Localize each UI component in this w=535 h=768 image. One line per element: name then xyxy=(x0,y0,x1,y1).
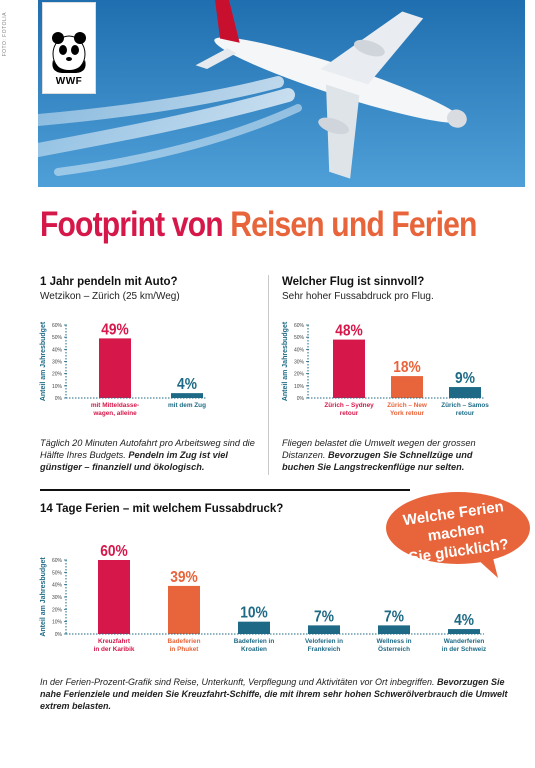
page-title: Footprint von Reisen und Ferien xyxy=(40,205,477,245)
y-tick-label: 40% xyxy=(52,347,63,353)
category-label: Wellness in xyxy=(376,638,411,645)
category-label: Badeferien xyxy=(167,638,200,645)
y-tick-label: 10% xyxy=(294,384,305,390)
y-tick-label: 60% xyxy=(52,323,63,329)
bar xyxy=(171,393,203,398)
left-panel-heading: 1 Jahr pendeln mit Auto? xyxy=(40,276,178,288)
bottom-panel-heading: 14 Tage Ferien – mit welchem Fussabdruck… xyxy=(40,503,284,515)
bar-value-label: 48% xyxy=(335,322,363,340)
bar xyxy=(448,629,480,634)
airplane-sky-illustration xyxy=(38,0,525,187)
bar-value-label: 7% xyxy=(384,607,404,625)
y-tick-label: 40% xyxy=(294,347,305,353)
bar xyxy=(98,560,130,634)
y-tick-label: 20% xyxy=(52,372,63,378)
bar-value-label: 49% xyxy=(101,320,129,338)
bar-value-label: 9% xyxy=(455,369,475,387)
footer-bold: Bevorzugen Sie nahe Ferienziele und meid… xyxy=(40,677,508,711)
category-label: in der Schweiz xyxy=(442,646,486,653)
bar xyxy=(168,585,200,634)
left-panel-note: Täglich 20 Minuten Autofahrt pro Arbeits… xyxy=(40,437,262,473)
wwf-logo: WWF xyxy=(42,2,96,94)
bar-value-label: 4% xyxy=(177,375,197,393)
category-label: Frankreich xyxy=(308,646,341,653)
category-label: mit dem Zug xyxy=(168,402,206,409)
y-tick-label: 30% xyxy=(294,360,305,366)
category-label: retour xyxy=(340,410,359,417)
y-tick-label: 30% xyxy=(52,595,63,601)
holiday-bar-chart: Anteil am Jahresbudget 60% 50% 40% 30% 20% 10%… xyxy=(40,542,486,653)
left-note-plain: Täglich 20 Minuten Autofahrt pro Arbeits… xyxy=(40,438,255,460)
y-tick-label: 60% xyxy=(294,323,305,329)
wwf-logo-text: WWF xyxy=(55,76,83,87)
bar-value-label: 39% xyxy=(170,568,198,586)
title-part-2: Reisen und Ferien xyxy=(230,205,477,244)
bar xyxy=(99,338,131,398)
right-note-plain: Fliegen belastet die Umwelt wegen der gr… xyxy=(282,438,476,460)
category-label: Zürich – New xyxy=(387,402,427,409)
left-panel-subheading: Wetzikon – Zürich (25 km/Weg) xyxy=(40,291,180,302)
bar-value-label: 60% xyxy=(100,542,128,560)
category-label: Kreuzfahrt xyxy=(98,638,131,645)
y-axis-label: Anteil am Jahresbudget xyxy=(40,557,47,637)
category-label: Zürich – Samos xyxy=(441,402,489,409)
bar xyxy=(333,339,365,398)
y-tick-label: 60% xyxy=(52,558,63,564)
footer-plain: In der Ferien-Prozent-Grafik sind Reise,… xyxy=(40,677,438,687)
right-panel-note: Fliegen belastet die Umwelt wegen der gr… xyxy=(282,437,507,473)
y-tick-label: 40% xyxy=(52,583,63,589)
y-tick-label: 50% xyxy=(294,335,305,341)
y-tick-label: 20% xyxy=(294,372,305,378)
y-tick-label: 20% xyxy=(52,607,63,613)
y-tick-label: 50% xyxy=(52,335,63,341)
panda-icon xyxy=(52,32,86,73)
category-label: in der Karibik xyxy=(94,646,135,653)
y-tick-label: 0% xyxy=(55,396,63,402)
category-label: Badeferien in xyxy=(234,638,275,645)
bar-value-label: 7% xyxy=(314,607,334,625)
y-axis-label: Anteil am Jahresbudget xyxy=(40,321,47,401)
y-tick-label: 10% xyxy=(52,384,63,390)
bar xyxy=(308,625,340,634)
speech-bubble xyxy=(386,492,530,578)
category-label: in Phuket xyxy=(170,646,200,653)
right-panel-heading: Welcher Flug ist sinnvoll? xyxy=(282,276,425,288)
flight-bar-chart: Anteil am Jahresbudget 60% 50% 40% 30% 20% 10%… xyxy=(282,321,489,417)
bar-value-label: 4% xyxy=(454,611,474,629)
y-tick-label: 0% xyxy=(297,396,305,402)
right-note-bold: Bevorzugen Sie Schnellzüge und buchen Si… xyxy=(282,450,473,472)
category-label: wagen, alleine xyxy=(92,410,137,417)
category-label: Zürich – Sydney xyxy=(324,402,374,409)
bar xyxy=(391,376,423,398)
category-label: mit Mitteldasse- xyxy=(91,402,139,409)
category-label: Kroatien xyxy=(241,646,267,653)
y-tick-label: 50% xyxy=(52,570,63,576)
y-tick-label: 30% xyxy=(52,360,63,366)
hero-image xyxy=(38,0,525,187)
footer-note: In der Ferien-Prozent-Grafik sind Reise,… xyxy=(40,676,510,712)
title-part-1: Footprint von xyxy=(40,205,231,244)
right-panel-subheading: Sehr hoher Fussabdruck pro Flug. xyxy=(282,291,434,302)
y-tick-label: 0% xyxy=(55,632,63,638)
bar xyxy=(238,621,270,634)
left-note-bold: Pendeln im Zug ist viel günstiger – fina… xyxy=(40,450,228,472)
category-label: Wanderferien xyxy=(444,638,485,645)
photo-credit: FOTO: FOTOLIA xyxy=(2,12,8,57)
bar xyxy=(378,625,410,634)
panel-divider xyxy=(268,275,269,475)
category-label: York retour xyxy=(390,410,424,417)
bar-value-label: 10% xyxy=(240,604,268,622)
category-label: Österreich xyxy=(378,644,410,653)
y-axis-label: Anteil am Jahresbudget xyxy=(282,321,289,401)
section-divider xyxy=(40,489,410,491)
y-tick-label: 10% xyxy=(52,620,63,626)
bar xyxy=(449,387,481,398)
category-label: Veloferien in xyxy=(305,638,343,645)
category-label: retour xyxy=(456,410,475,417)
commute-bar-chart: Anteil am Jahresbudget 60% 50% 40% 30% 20% 10%… xyxy=(40,320,207,417)
bar-value-label: 18% xyxy=(393,358,421,376)
